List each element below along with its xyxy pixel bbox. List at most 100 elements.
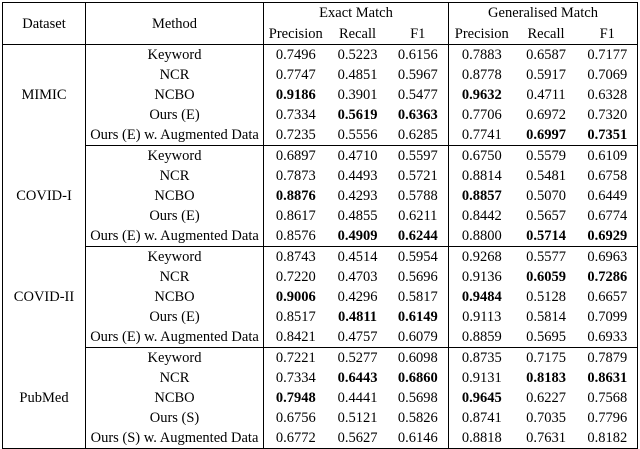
metric-cell: 0.8182 (577, 428, 638, 449)
metric-cell: 0.6929 (577, 226, 638, 247)
table-row: Ours (E) w. Augmented Data 0.8421 0.4757… (3, 327, 638, 348)
metric-cell: 0.4441 (337, 390, 378, 406)
metric-cell: 0.7069 (587, 67, 628, 83)
metric-cell: 0.6772 (263, 428, 328, 449)
method-cell: Keyword (85, 347, 264, 368)
method-cell: Keyword (85, 246, 264, 267)
metric-cell: 0.7221 (275, 350, 316, 366)
table-row: Ours (E) w. Augmented Data 0.8576 0.4909… (3, 226, 638, 247)
method-cell: Keyword (85, 44, 264, 65)
metric-cell: 0.5477 (387, 85, 450, 105)
header-exact-precision: Precision (268, 25, 323, 42)
metric-cell: 0.7747 (275, 67, 316, 83)
table-row: Ours (E) w. Augmented Data 0.7235 0.5556… (3, 125, 638, 146)
metric-cell: 0.5817 (387, 287, 450, 307)
metric-cell: 0.5577 (526, 249, 566, 265)
header-exact-f1: F1 (387, 23, 450, 45)
metric-cell: 0.4855 (337, 208, 378, 224)
metric-cell: 0.7796 (587, 410, 628, 426)
metric-cell: 0.5481 (526, 168, 566, 184)
method-cell: NCR (85, 368, 264, 388)
metric-cell: 0.5917 (526, 67, 566, 83)
metric-cell: 0.6972 (526, 107, 566, 123)
method-cell: Ours (E) (85, 307, 264, 327)
metric-cell: 0.5627 (327, 428, 388, 449)
metric-cell: 0.4757 (327, 327, 388, 348)
method-cell: Ours (E) (85, 206, 264, 226)
table-row: NCR 0.7747 0.4851 0.5967 0.8778 0.5917 0… (3, 65, 638, 85)
table-row: NCBO 0.8876 0.4293 0.5788 0.8857 0.5070 … (3, 186, 638, 206)
metric-cell: 0.6149 (387, 307, 450, 327)
metric-cell: 0.6059 (526, 269, 566, 285)
table-row: NCBO 0.7948 0.4441 0.5698 0.9645 0.6227 … (3, 388, 638, 408)
metric-cell: 0.5597 (387, 145, 450, 166)
metric-cell: 0.5714 (514, 226, 578, 247)
metric-cell: 0.7948 (275, 390, 316, 406)
metric-cell: 0.6963 (587, 249, 628, 265)
metric-cell: 0.4514 (337, 249, 378, 265)
metric-cell: 0.9268 (461, 249, 502, 265)
table-row: Ours (E) 0.8517 0.4811 0.6149 0.9113 0.5… (3, 307, 638, 327)
metric-cell: 0.8617 (275, 208, 316, 224)
metric-cell: 0.8778 (461, 67, 502, 83)
header-generalised-recall: Recall (527, 25, 565, 42)
metric-cell: 0.5121 (337, 410, 378, 426)
metric-cell: 0.8741 (461, 410, 502, 426)
metric-cell: 0.8743 (275, 249, 316, 265)
metric-cell: 0.5814 (526, 309, 566, 325)
table-row: NCR 0.7334 0.6443 0.6860 0.9131 0.8183 0… (3, 368, 638, 388)
table-row: NCBO 0.9006 0.4296 0.5817 0.9484 0.5128 … (3, 287, 638, 307)
metric-cell: 0.7220 (275, 269, 316, 285)
metric-cell: 0.9131 (461, 370, 502, 386)
table-row: MIMIC Keyword 0.7496 0.5223 0.6156 0.7883… (2, 44, 638, 146)
metric-cell: 0.9136 (461, 269, 502, 285)
metric-cell: 0.6363 (387, 105, 450, 125)
metric-cell: 0.6750 (461, 148, 502, 164)
metric-cell: 0.6758 (587, 168, 628, 184)
metric-cell: 0.7741 (448, 125, 515, 146)
method-cell: NCBO (85, 186, 264, 206)
header-generalised-match: Generalised Match (488, 5, 598, 21)
metric-cell: 0.6098 (387, 347, 450, 368)
metric-cell: 0.5070 (526, 188, 566, 204)
metric-cell: 0.6244 (387, 226, 450, 247)
method-cell: NCR (85, 65, 264, 85)
header-generalised-f1: F1 (599, 25, 615, 42)
method-cell: Ours (S) w. Augmented Data (85, 428, 264, 449)
header-generalised-precision: Precision (454, 25, 509, 42)
table-row: NCR 0.7220 0.4703 0.5696 0.9136 0.6059 0… (3, 267, 638, 287)
metric-cell: 0.8818 (448, 428, 515, 449)
metric-cell: 0.5579 (526, 148, 566, 164)
metric-cell: 0.8183 (526, 370, 566, 386)
metric-cell: 0.8859 (448, 327, 515, 348)
metric-cell: 0.3901 (337, 87, 378, 103)
metric-cell: 0.7177 (587, 47, 628, 63)
table-row: NCR 0.7873 0.4493 0.5721 0.8814 0.5481 0… (3, 166, 638, 186)
table-row: Ours (S) w. Augmented Data 0.6772 0.5627… (3, 428, 638, 449)
metric-cell: 0.7334 (275, 107, 316, 123)
metric-cell: 0.6211 (387, 206, 450, 226)
dataset-label: MIMIC (2, 44, 86, 146)
metric-cell: 0.6079 (387, 327, 450, 348)
metric-cell: 0.6285 (387, 125, 450, 146)
metric-cell: 0.4909 (327, 226, 388, 247)
method-cell: NCBO (85, 287, 264, 307)
metric-cell: 0.6933 (577, 327, 638, 348)
metric-cell: 0.4293 (337, 188, 378, 204)
metric-cell: 0.5967 (387, 65, 450, 85)
metric-cell: 0.7631 (514, 428, 578, 449)
metric-cell: 0.7286 (587, 269, 628, 285)
method-cell: Ours (S) (85, 408, 264, 428)
dataset-label: COVID-II (2, 246, 86, 348)
metric-cell: 0.7175 (526, 350, 566, 366)
metric-cell: 0.5556 (327, 125, 388, 146)
metric-cell: 0.5698 (387, 388, 450, 408)
metric-cell: 0.6443 (337, 370, 378, 386)
metric-cell: 0.5128 (526, 289, 566, 305)
metric-cell: 0.5223 (337, 47, 378, 63)
metric-cell: 0.9484 (461, 289, 502, 305)
metric-cell: 0.5619 (337, 107, 378, 123)
method-cell: Keyword (85, 145, 264, 166)
table-row: NCBO 0.9186 0.3901 0.5477 0.9632 0.4711 … (3, 85, 638, 105)
